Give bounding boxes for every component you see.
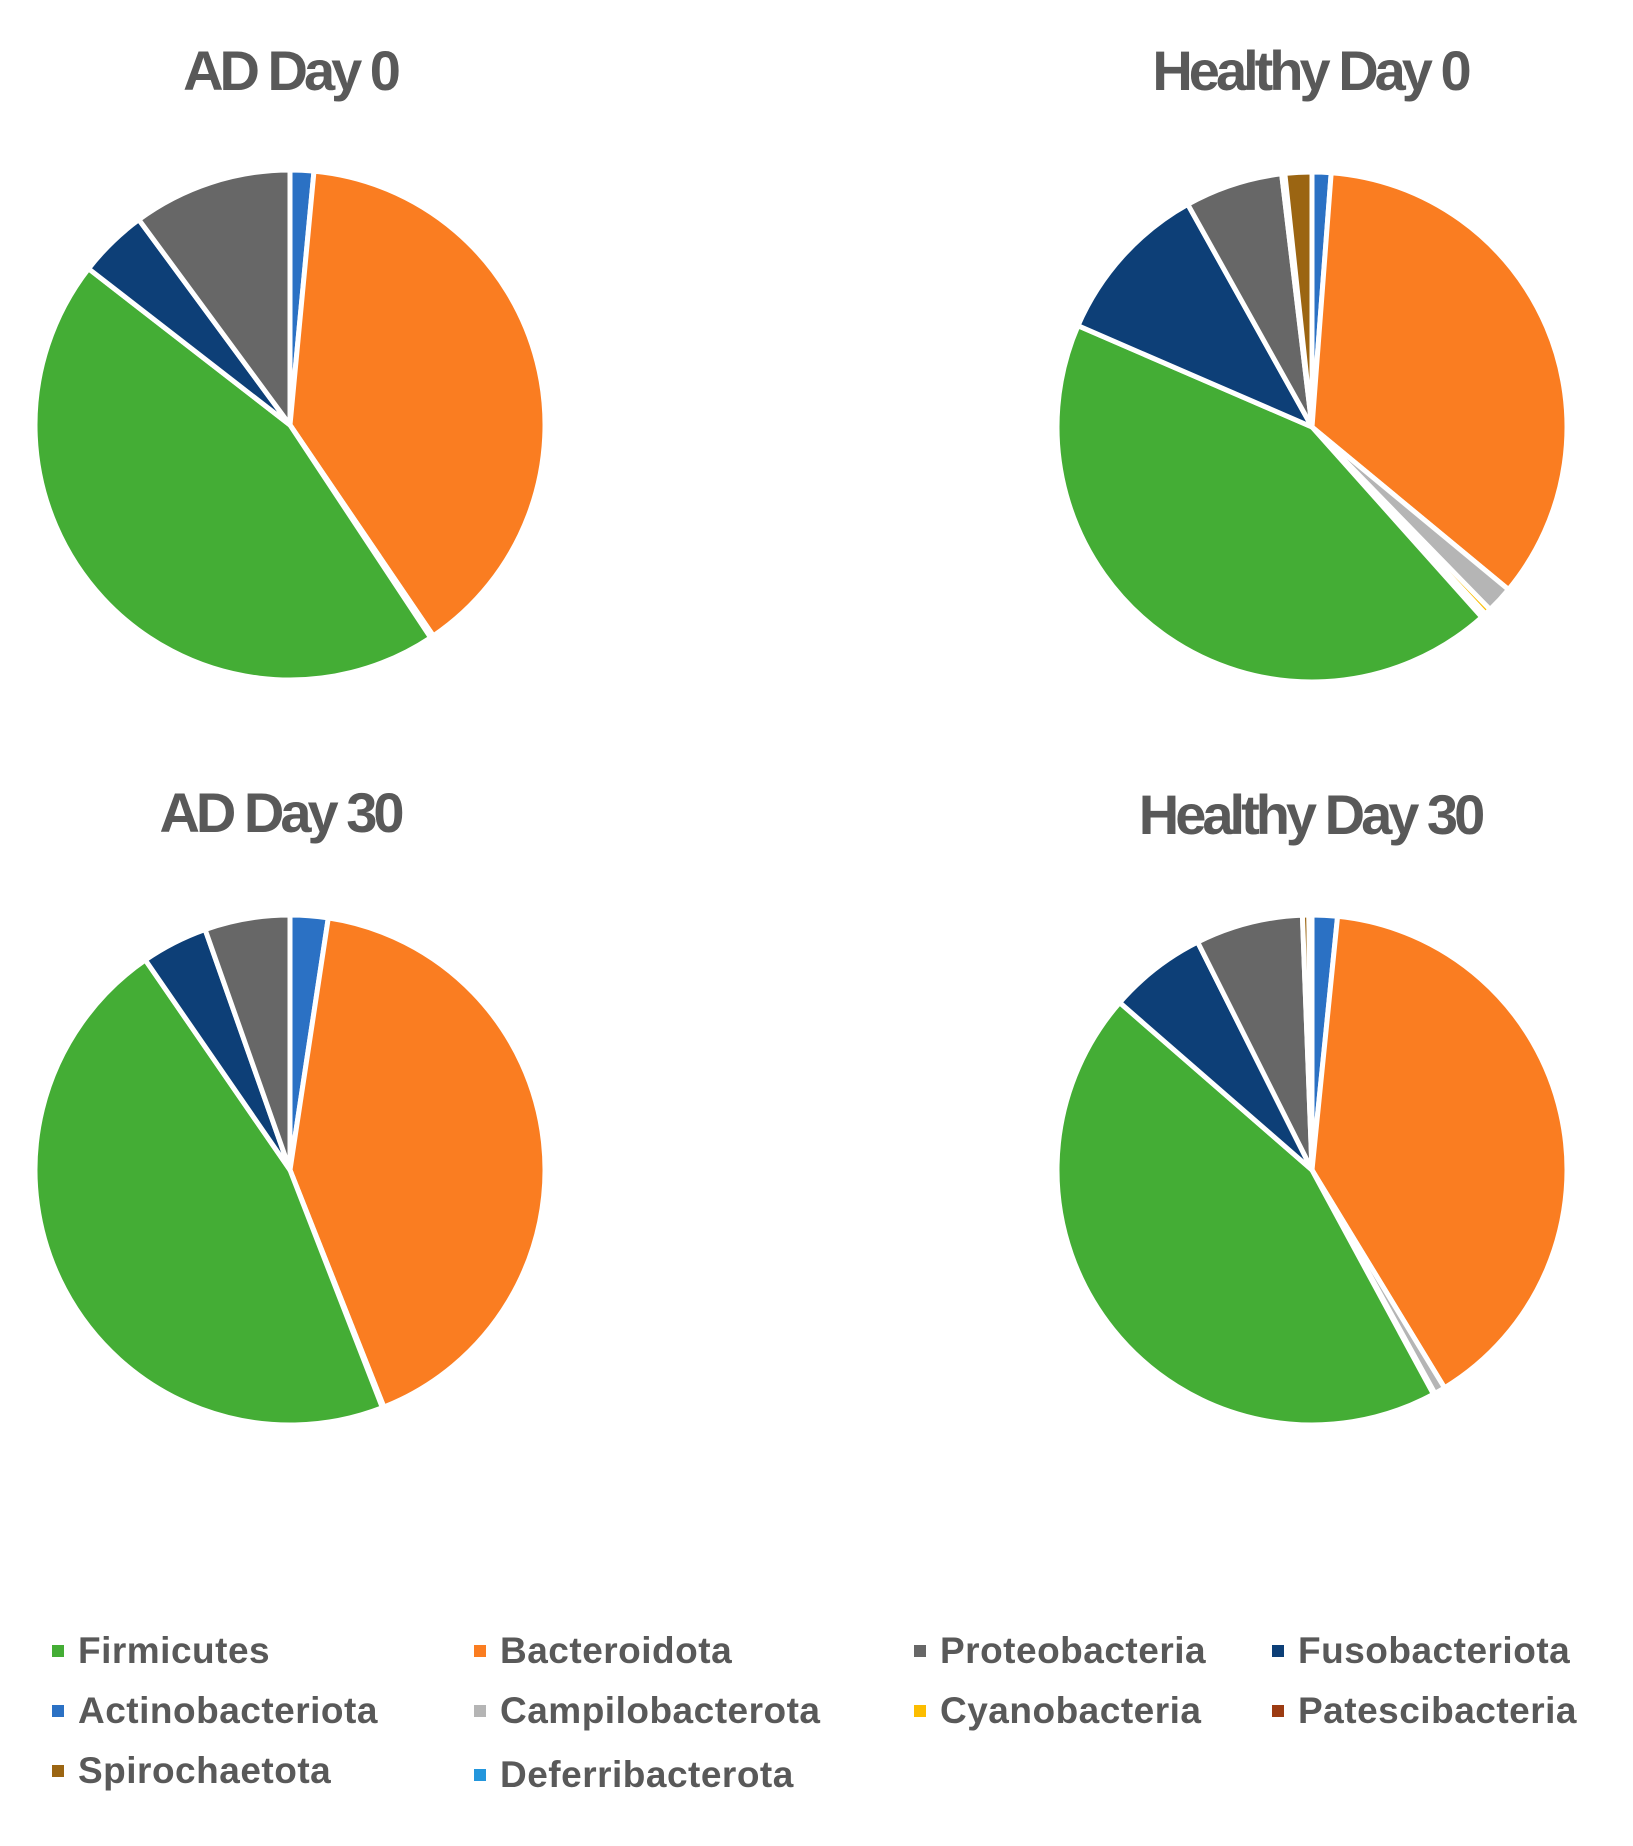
legend-item-cyanobacteria: Cyanobacteria — [914, 1690, 1202, 1732]
legend-swatch-deferribacterota — [474, 1769, 486, 1781]
legend-item-spirochaetota: Spirochaetota — [52, 1750, 331, 1792]
legend-swatch-fusobacteriota — [1272, 1645, 1284, 1657]
legend-label: Actinobacteriota — [78, 1690, 378, 1731]
pie-slice-spirochaetota — [1282, 169, 1315, 430]
legend-swatch-actinobacteriota — [52, 1705, 64, 1717]
legend-label: Fusobacteriota — [1298, 1630, 1571, 1671]
pie-slice-bacteroidota — [287, 915, 548, 1410]
legend-item-patescibacteria: Patescibacteria — [1272, 1690, 1577, 1732]
pie-slice-deferribacterota — [1306, 912, 1315, 1173]
legend-item-actinobacteriota: Actinobacteriota — [52, 1690, 378, 1732]
pie-chart-ad-day-0 — [32, 167, 548, 683]
legend-label: Proteobacteria — [940, 1630, 1207, 1671]
legend-item-firmicutes: Firmicutes — [52, 1630, 270, 1672]
legend-label: Patescibacteria — [1298, 1690, 1578, 1731]
pie-chart-healthy-day-0 — [1054, 169, 1570, 685]
legend-item-bacteroidota: Bacteroidota — [474, 1630, 732, 1672]
legend-label: Campilobacterota — [500, 1690, 821, 1731]
pie-chart-healthy-day-30 — [1054, 912, 1570, 1428]
pie-slice-bacteroidota — [1309, 170, 1570, 593]
legend-item-fusobacteriota: Fusobacteriota — [1272, 1630, 1570, 1672]
pie-title-healthy-day-30: Healthy Day 30 — [1138, 783, 1485, 846]
pie-slice-firmicutes — [32, 957, 385, 1428]
pie-slice-fusobacteriota — [1075, 201, 1315, 430]
legend-label: Cyanobacteria — [940, 1690, 1202, 1731]
legend-swatch-campilobacterota — [474, 1705, 486, 1717]
legend-swatch-spirochaetota — [52, 1765, 64, 1777]
pie-slice-proteobacteria — [136, 167, 293, 428]
pie-chart-ad-day-30 — [32, 912, 548, 1428]
legend-label: Deferribacterota — [500, 1754, 794, 1795]
pie-slice-bacteroidota — [287, 168, 548, 639]
legend-item-campilobacterota: Campilobacterota — [474, 1690, 821, 1732]
pie-title-ad-day-0: AD Day 0 — [183, 39, 401, 102]
pie-slice-firmicutes — [32, 266, 434, 683]
legend-swatch-patescibacteria — [1272, 1705, 1284, 1717]
legend-item-proteobacteria: Proteobacteria — [914, 1630, 1206, 1672]
legend-swatch-bacteroidota — [474, 1645, 486, 1657]
pie-slice-firmicutes — [1054, 323, 1485, 685]
legend-item-deferribacterota: Deferribacterota — [474, 1754, 794, 1796]
pie-slice-proteobacteria — [202, 912, 293, 1173]
legend-label: Spirochaetota — [78, 1750, 332, 1791]
legend-label: Bacteroidota — [500, 1630, 733, 1671]
legend-swatch-firmicutes — [52, 1645, 64, 1657]
pie-title-ad-day-30: AD Day 30 — [159, 781, 404, 844]
pie-slice-firmicutes — [1054, 1000, 1436, 1428]
legend-swatch-cyanobacteria — [914, 1705, 926, 1717]
pie-title-healthy-day-0: Healthy Day 0 — [1152, 39, 1471, 102]
legend-label: Firmicutes — [78, 1630, 271, 1671]
legend-swatch-proteobacteria — [914, 1645, 926, 1657]
